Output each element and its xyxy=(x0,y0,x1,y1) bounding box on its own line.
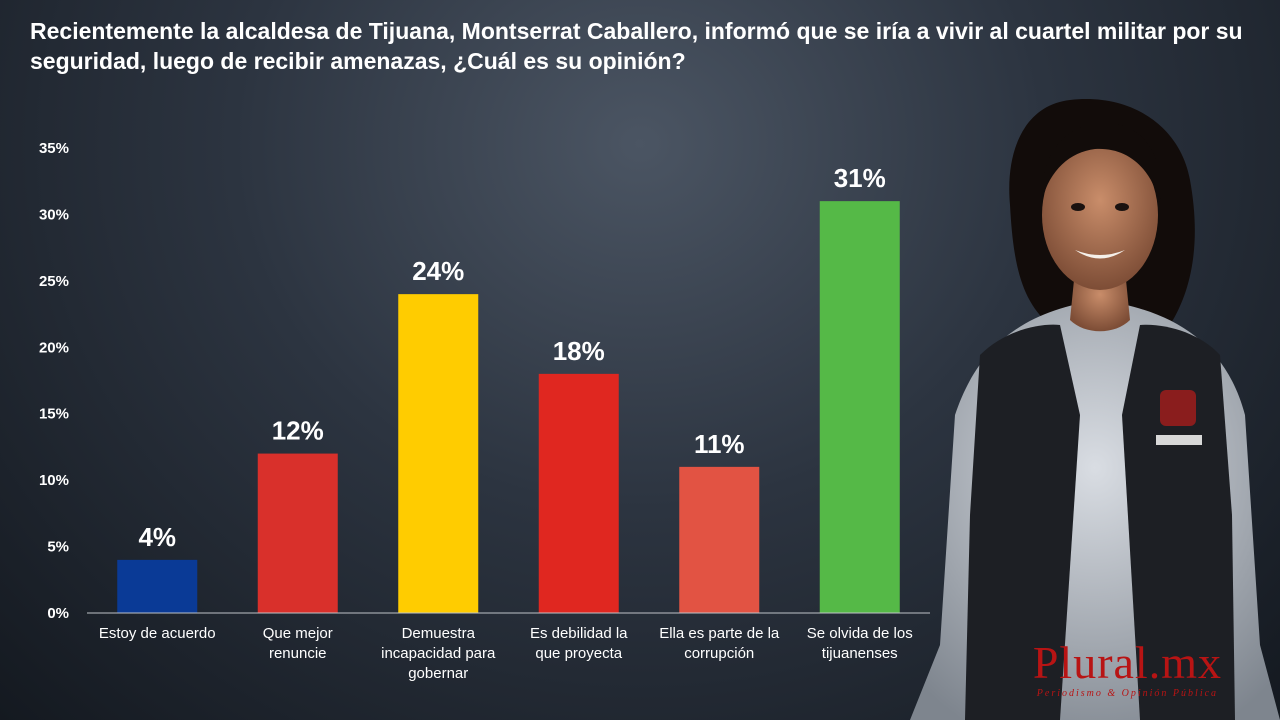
x-tick-label-line: tijuanenses xyxy=(821,645,898,662)
x-tick-label-line: renuncie xyxy=(268,645,327,662)
x-tick-label: Que mejor renuncie xyxy=(228,624,368,664)
y-tick-label: 15% xyxy=(39,406,69,423)
x-tick-label-line: Es debilidad la xyxy=(529,625,628,642)
brand-name: Plural.mx xyxy=(1032,637,1222,688)
bar xyxy=(679,466,760,613)
x-tick-label-line: gobernar xyxy=(408,665,469,682)
bar xyxy=(117,559,198,613)
x-tick-label-line: incapacidad para xyxy=(381,645,496,662)
bar xyxy=(819,201,900,613)
person-photo xyxy=(910,99,1280,720)
y-tick-label: 25% xyxy=(39,273,69,290)
y-tick-label: 5% xyxy=(47,539,69,556)
data-label: 11% xyxy=(694,429,745,459)
x-tick-label-line: que proyecta xyxy=(535,645,623,662)
x-tick-label: Demuestra incapacidad para gobernar xyxy=(368,624,508,684)
bar xyxy=(538,373,619,613)
data-label: 4% xyxy=(138,522,176,552)
x-tick-label: Estoy de acuerdo xyxy=(87,624,227,644)
x-tick-label: Ella es parte de la corrupción xyxy=(649,624,789,664)
x-tick-label-line: Demuestra xyxy=(401,625,475,642)
x-tick-label: Se olvida de los tijuanenses xyxy=(790,624,930,664)
x-tick-label-line: Se olvida de los xyxy=(806,625,913,642)
data-labels: 4% 12% 24% 18% 11% 31% xyxy=(138,163,885,552)
bar xyxy=(257,453,338,613)
bars xyxy=(117,201,900,613)
data-label: 12% xyxy=(272,416,324,446)
y-tick-label: 0% xyxy=(47,605,69,622)
x-tick-label-line: corrupción xyxy=(684,645,755,662)
x-tick-label-line: Ella es parte de la xyxy=(659,625,780,642)
chart-title: Recientemente la alcaldesa de Tijuana, M… xyxy=(30,18,1243,74)
y-axis: 0% 5% 10% 15% 20% 25% 30% 35% xyxy=(39,140,69,622)
y-tick-label: 20% xyxy=(39,339,69,356)
y-tick-label: 10% xyxy=(39,472,69,489)
x-tick-label-line: Que mejor xyxy=(262,625,333,642)
y-tick-label: 30% xyxy=(39,206,69,223)
data-label: 18% xyxy=(553,336,605,366)
bar xyxy=(398,294,479,613)
brand-logo: Plural.mx Periodismo & Opinión Pública xyxy=(1032,637,1222,700)
data-label: 31% xyxy=(834,163,886,193)
brand-tagline: Periodismo & Opinión Pública xyxy=(1036,688,1219,699)
x-tick-label-line: Estoy de acuerdo xyxy=(98,625,216,642)
x-tick-label: Es debilidad la que proyecta xyxy=(509,624,649,664)
data-label: 24% xyxy=(412,256,464,286)
y-tick-label: 35% xyxy=(39,140,69,157)
